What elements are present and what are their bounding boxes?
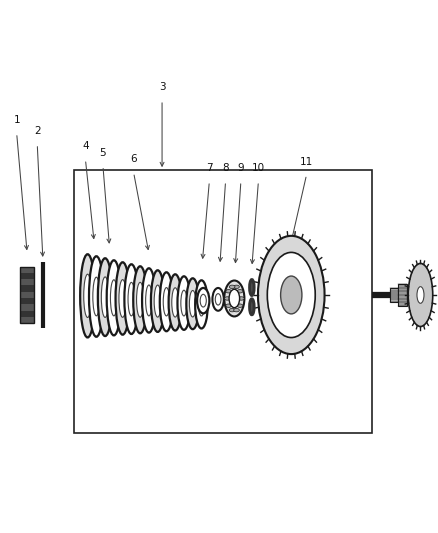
Ellipse shape <box>229 289 240 308</box>
Ellipse shape <box>200 294 206 307</box>
Ellipse shape <box>124 264 138 334</box>
Ellipse shape <box>226 304 232 308</box>
Ellipse shape <box>215 294 221 305</box>
Bar <box>20 298 34 304</box>
Ellipse shape <box>281 276 302 314</box>
Bar <box>20 317 34 324</box>
Ellipse shape <box>226 289 232 293</box>
Bar <box>20 304 34 311</box>
Ellipse shape <box>163 288 170 316</box>
Bar <box>20 292 34 298</box>
Ellipse shape <box>89 256 104 337</box>
Ellipse shape <box>145 285 152 316</box>
Text: 10: 10 <box>252 163 265 173</box>
Text: 4: 4 <box>82 141 89 151</box>
Ellipse shape <box>212 288 224 311</box>
Bar <box>398 284 407 306</box>
Ellipse shape <box>133 266 147 333</box>
Text: 11: 11 <box>300 157 313 167</box>
Ellipse shape <box>417 287 424 303</box>
Ellipse shape <box>110 280 117 316</box>
Bar <box>390 288 398 302</box>
Ellipse shape <box>237 289 243 293</box>
Ellipse shape <box>250 280 254 295</box>
Bar <box>20 266 34 324</box>
Bar <box>20 286 34 292</box>
Bar <box>74 170 372 433</box>
Ellipse shape <box>154 285 161 317</box>
Ellipse shape <box>93 277 100 316</box>
Bar <box>20 279 34 286</box>
Ellipse shape <box>177 276 191 330</box>
Bar <box>407 290 413 300</box>
Ellipse shape <box>195 280 208 328</box>
Ellipse shape <box>224 297 230 300</box>
Ellipse shape <box>408 263 433 327</box>
Text: 2: 2 <box>34 126 41 136</box>
Text: 8: 8 <box>222 163 229 173</box>
Ellipse shape <box>101 277 109 317</box>
Bar <box>20 311 34 317</box>
Ellipse shape <box>160 272 173 331</box>
Ellipse shape <box>80 254 95 337</box>
Ellipse shape <box>189 290 196 317</box>
Ellipse shape <box>186 278 199 329</box>
Ellipse shape <box>267 253 315 337</box>
Ellipse shape <box>230 285 235 288</box>
Text: 1: 1 <box>13 115 20 125</box>
Text: 5: 5 <box>99 148 106 158</box>
Ellipse shape <box>233 285 239 288</box>
Ellipse shape <box>258 236 325 354</box>
Ellipse shape <box>237 304 243 308</box>
Ellipse shape <box>119 280 126 317</box>
Ellipse shape <box>98 259 113 336</box>
Text: 9: 9 <box>237 163 244 173</box>
Bar <box>20 273 34 279</box>
Ellipse shape <box>230 309 235 312</box>
Text: 7: 7 <box>206 163 213 173</box>
Ellipse shape <box>84 274 92 318</box>
Ellipse shape <box>250 299 254 314</box>
Ellipse shape <box>142 268 156 333</box>
Ellipse shape <box>197 288 209 313</box>
Ellipse shape <box>169 274 182 330</box>
Ellipse shape <box>172 288 179 317</box>
Ellipse shape <box>224 280 244 317</box>
Ellipse shape <box>233 309 239 312</box>
Ellipse shape <box>181 290 187 316</box>
Ellipse shape <box>128 282 135 316</box>
Ellipse shape <box>151 270 164 332</box>
Bar <box>20 266 34 273</box>
Ellipse shape <box>238 297 244 300</box>
Text: 6: 6 <box>130 155 137 165</box>
Ellipse shape <box>137 282 144 317</box>
Text: 3: 3 <box>159 82 166 92</box>
Ellipse shape <box>107 260 121 335</box>
Ellipse shape <box>198 293 205 316</box>
Ellipse shape <box>116 262 130 335</box>
